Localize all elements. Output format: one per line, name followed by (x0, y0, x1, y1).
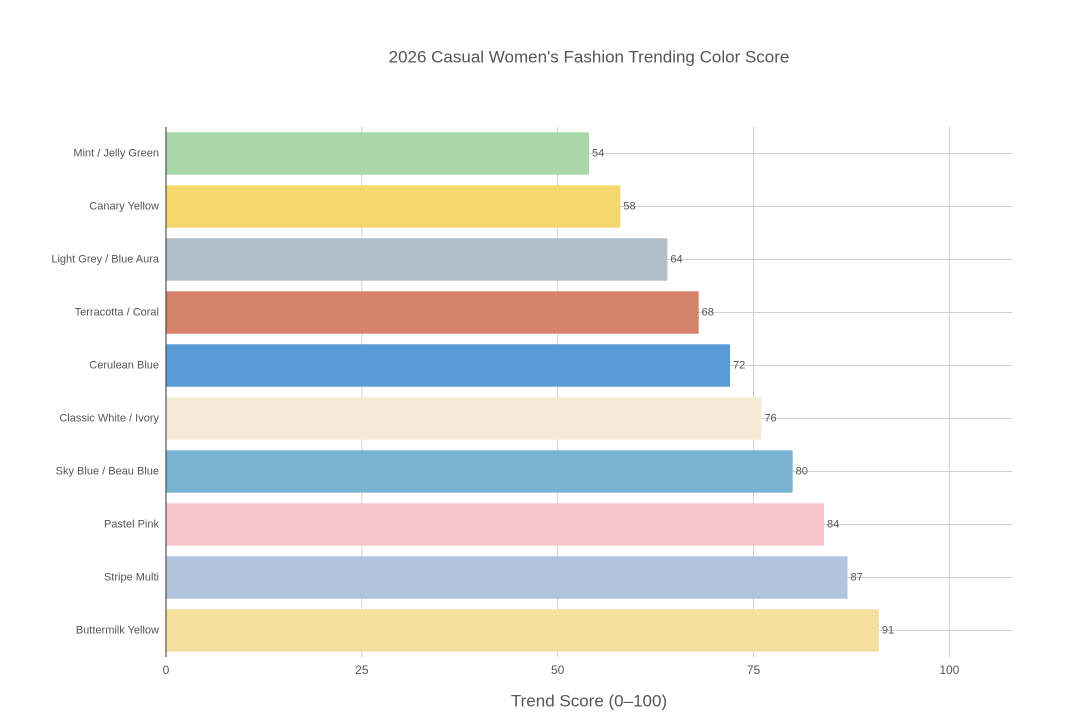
bar (166, 397, 762, 440)
value-label: 80 (796, 465, 808, 477)
x-tick-label: 75 (747, 663, 761, 677)
y-tick-label: Stripe Multi (104, 571, 159, 583)
x-tick-label: 100 (939, 663, 959, 677)
x-tick-label: 0 (163, 663, 170, 677)
y-tick-label: Buttermilk Yellow (76, 624, 159, 636)
y-tick-label: Classic White / Ivory (59, 412, 159, 424)
y-tick-label: Cerulean Blue (89, 359, 159, 371)
y-tick-label: Terracotta / Coral (75, 306, 159, 318)
bar (166, 291, 699, 334)
y-tick-label: Sky Blue / Beau Blue (56, 465, 159, 477)
value-label: 84 (827, 518, 839, 530)
value-label: 91 (882, 624, 894, 636)
bar (166, 450, 793, 493)
bar (166, 503, 824, 546)
value-label: 58 (623, 200, 635, 212)
bar (166, 185, 621, 228)
bar (166, 556, 848, 599)
bar (166, 132, 589, 175)
value-label: 76 (764, 412, 776, 424)
y-tick-label: Mint / Jelly Green (73, 147, 159, 159)
value-label: 54 (592, 147, 604, 159)
x-tick-label: 25 (355, 663, 369, 677)
bar (166, 238, 668, 281)
bar (166, 344, 730, 387)
value-label: 87 (851, 571, 863, 583)
chart-title: 2026 Casual Women's Fashion Trending Col… (389, 47, 790, 66)
bar (166, 609, 879, 652)
x-axis-title: Trend Score (0–100) (511, 691, 667, 710)
y-tick-label: Canary Yellow (89, 200, 159, 212)
value-label: 64 (670, 253, 682, 265)
x-tick-label: 50 (551, 663, 565, 677)
y-tick-label: Light Grey / Blue Aura (51, 253, 159, 265)
value-label: 72 (733, 359, 745, 371)
y-tick-label: Pastel Pink (104, 518, 160, 530)
value-label: 68 (702, 306, 714, 318)
